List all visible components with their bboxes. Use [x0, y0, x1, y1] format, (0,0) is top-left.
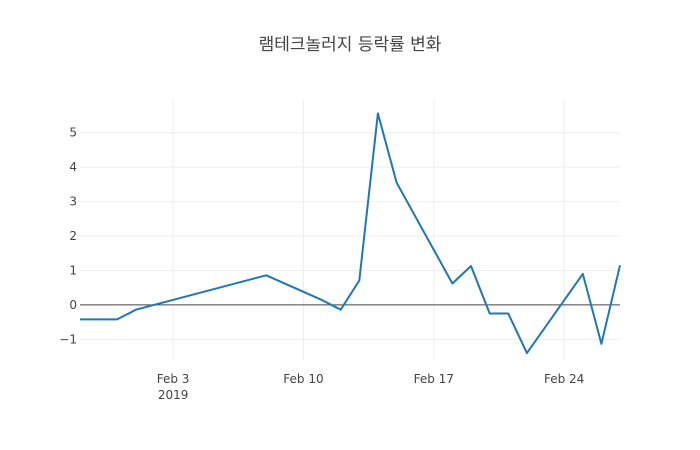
x-tick-label: Feb 10	[283, 372, 323, 386]
y-axis-ticks: −1 0 1 2 3 4 5	[59, 126, 77, 347]
y-tick-label: 4	[69, 160, 77, 174]
y-tick-label: −1	[59, 332, 77, 346]
series-layer	[80, 112, 621, 355]
x-tick-label: Feb 17	[414, 372, 454, 386]
chart-title: 램테크놀러지 등락률 변화	[259, 35, 442, 55]
y-tick-label: 3	[69, 195, 77, 209]
gridlines	[80, 100, 620, 360]
x-axis-ticks: Feb 3 2019 Feb 10 Feb 17 Feb 24	[157, 372, 585, 402]
y-tick-label: 2	[69, 229, 77, 243]
x-tick-label: Feb 24	[544, 372, 584, 386]
y-tick-label: 5	[69, 126, 77, 140]
x-tick-year-label: 2019	[158, 388, 189, 402]
y-tick-label: 0	[69, 298, 77, 312]
series-line	[80, 112, 621, 355]
x-tick-label: Feb 3	[157, 372, 190, 386]
y-tick-label: 1	[69, 263, 77, 277]
